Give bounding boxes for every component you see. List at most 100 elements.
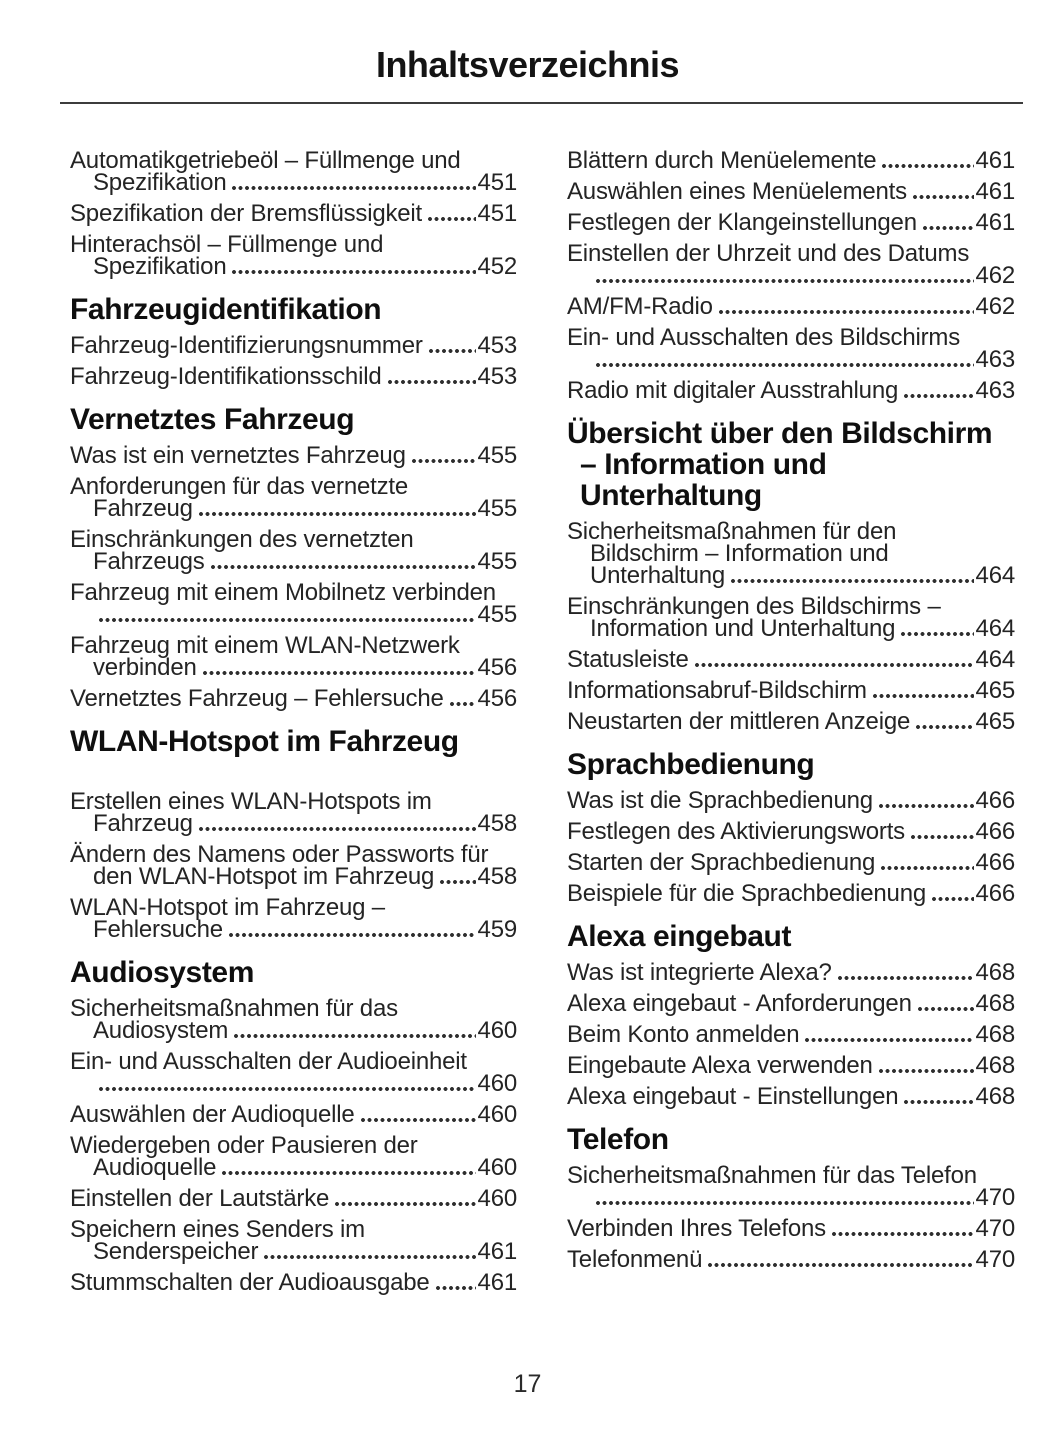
toc-entry-last-line: Radio mit digitaler Ausstrahlung 463 xyxy=(567,377,1016,404)
toc-entry-last-line: Einstellen der Lautstärke 460 xyxy=(70,1185,518,1212)
dot-leader xyxy=(386,379,476,385)
toc-entry-last-line: Spezifikation 452 xyxy=(70,255,517,279)
toc-entry-last-line: 463 xyxy=(567,348,1015,372)
entry-page-number: 463 xyxy=(975,377,1016,404)
entry-page-number: 453 xyxy=(477,332,518,359)
toc-entry-last-line: Festlegen der Klangeinstellungen 461 xyxy=(567,209,1016,236)
toc-entry-last-line: Unterhaltung 464 xyxy=(567,564,1015,588)
toc-entry-last-line: Festlegen des Aktivierungsworts 466 xyxy=(567,820,1015,844)
dot-leader xyxy=(263,1254,476,1260)
toc-entry-last-line: Spezifikation der Bremsflüssigkeit 451 xyxy=(70,202,517,226)
toc-entry-label: Statusleiste xyxy=(567,646,689,673)
section-heading: Fahrzeugidentifikation xyxy=(70,294,517,325)
toc-entry-label: Stummschalten der Audioausgabe xyxy=(70,1269,430,1296)
toc-entry-last-line: Beispiele für die Sprachbedienung 466 xyxy=(567,882,1015,906)
toc-entry-last-line: Fahrzeug 455 xyxy=(70,497,517,521)
dot-leader xyxy=(98,1086,476,1092)
toc-entry-line: Automatikgetriebeöl – Füllmenge und xyxy=(70,147,461,174)
toc-entry: Auswählen der Audioquelle 460 xyxy=(70,1101,518,1128)
toc-entry-label: Auswählen der Audioquelle xyxy=(70,1101,355,1128)
toc-entry: Neustarten der mittleren Anzeige 465 xyxy=(567,710,1015,734)
toc-entry: Automatikgetriebeöl – Füllmenge und Spezi… xyxy=(70,147,517,196)
entry-page-number: 464 xyxy=(975,615,1016,642)
toc-entry-label: Fahrzeug-Identifikationsschild xyxy=(70,363,382,390)
toc-column-left: Automatikgetriebeöl – Füllmenge und Spezi… xyxy=(70,147,518,1303)
toc-entry: Stummschalten der Audioausgabe 461 xyxy=(70,1269,517,1296)
section-heading-line: – Information und xyxy=(580,448,827,481)
toc-entry: Einstellen der Lautstärke 460 xyxy=(70,1185,518,1212)
entry-page-number: 470 xyxy=(975,1184,1016,1211)
entry-page-number: 458 xyxy=(477,810,518,837)
entry-page-number: 460 xyxy=(477,1070,518,1097)
dot-leader xyxy=(221,1170,476,1176)
toc-entry-last-line: Was ist integrierte Alexa? 468 xyxy=(567,959,1016,986)
section-heading-line: Sprachbedienung xyxy=(567,748,815,781)
entry-page-number: 468 xyxy=(975,959,1016,986)
section-heading-line: Fahrzeugidentifikation xyxy=(70,293,382,326)
toc-entry: Starten der Sprachbedienung 466 xyxy=(567,851,1015,875)
entry-page-number: 460 xyxy=(477,1185,518,1212)
toc-entry-line: Ein- und Ausschalten der Audioeinheit xyxy=(70,1048,467,1075)
toc-entry-line: Einstellen der Uhrzeit und des Datums xyxy=(567,240,970,267)
section-heading-line: Übersicht über den Bildschirm xyxy=(567,417,993,450)
toc-entry-label: Telefonmenü xyxy=(567,1246,703,1273)
dot-leader xyxy=(98,617,476,623)
toc-entry-label: Verbinden Ihres Telefons xyxy=(567,1215,826,1242)
toc-entry-label: Vernetztes Fahrzeug – Fehlersuche xyxy=(70,685,444,712)
toc-entry: Vernetztes Fahrzeug – Fehlersuche 456 xyxy=(70,685,517,712)
toc-entry-last-line: Spezifikation 451 xyxy=(70,169,517,196)
toc-entry: Fahrzeug-Identifizierungsnummer 453 xyxy=(70,332,518,359)
toc-entry: Sicherheitsmaßnahmen für das Audiosystem 4… xyxy=(70,997,517,1043)
toc-entry: Blättern durch Menüelemente 461 xyxy=(567,147,1016,174)
dot-leader xyxy=(916,1006,974,1012)
page-title: Inhaltsverzeichnis xyxy=(375,44,680,85)
toc-section: Sprachbedienung Was ist die Sprachbedienu… xyxy=(567,748,1015,906)
dot-leader xyxy=(227,932,476,938)
dot-leader xyxy=(921,225,974,231)
toc-entry-line: Einschränkungen des vernetzten xyxy=(70,526,414,553)
toc-entry-label: Spezifikation xyxy=(93,169,227,196)
entry-page-number: 458 xyxy=(477,863,518,890)
dot-leader xyxy=(448,701,476,707)
entry-page-number: 461 xyxy=(975,209,1016,236)
toc-entry-label: Fehlersuche xyxy=(93,916,223,943)
toc-entry: Was ist integrierte Alexa? 468 xyxy=(567,959,1016,986)
dot-leader xyxy=(427,348,476,354)
page-number: 17 xyxy=(513,1370,542,1398)
toc-entry-label: AM/FM-Radio xyxy=(567,293,713,320)
section-heading-line: Alexa eingebaut xyxy=(567,920,792,953)
toc-section: Vernetztes Fahrzeug Was ist ein vernetzte… xyxy=(70,404,518,712)
toc-entry-last-line: Auswählen eines Menüelements 461 xyxy=(567,180,1015,204)
toc-entry-line: Ändern des Namens oder Passworts für xyxy=(70,841,489,868)
dot-leader xyxy=(877,1068,974,1074)
toc-section: Audiosystem Sicherheitsmaßnahmen für das A… xyxy=(70,957,518,1296)
toc-columns: Automatikgetriebeöl – Füllmenge und Spezi… xyxy=(70,147,1055,1303)
toc-entry: Ein- und Ausschalten der Audioeinheit 460 xyxy=(70,1048,518,1097)
toc-entry-last-line: 455 xyxy=(70,603,517,627)
toc-entry: Alexa eingebaut - Einstellungen 468 xyxy=(567,1083,1016,1110)
toc-entry: Einstellen der Uhrzeit und des Datums 462 xyxy=(567,240,1015,288)
toc-entry-last-line: Verbinden Ihres Telefons 470 xyxy=(567,1215,1015,1242)
entry-page-number: 460 xyxy=(477,1101,518,1128)
toc-entry-last-line: Fahrzeug-Identifikationsschild 453 xyxy=(70,363,518,390)
dot-leader xyxy=(915,724,974,730)
toc-entry-line: Erstellen eines WLAN-Hotspots im xyxy=(70,788,432,815)
toc-entry: Ändern des Namens oder Passworts für den … xyxy=(70,841,518,890)
toc-section: WLAN-Hotspot im Fahrzeug Erstellen eines … xyxy=(70,725,518,943)
dot-leader xyxy=(830,1231,974,1237)
toc-entry: Eingebaute Alexa verwenden 468 xyxy=(567,1052,1015,1079)
toc-entry-label: Eingebaute Alexa verwenden xyxy=(567,1052,873,1079)
entry-page-number: 461 xyxy=(477,1238,518,1265)
entry-page-number: 455 xyxy=(477,548,518,575)
dot-leader xyxy=(231,185,476,191)
toc-entry-label: Einstellen der Lautstärke xyxy=(70,1185,330,1212)
toc-entry-line: Bildschirm – Information und xyxy=(590,540,889,567)
entry-page-number: 461 xyxy=(975,147,1016,174)
section-heading-line: WLAN-Hotspot im Fahrzeug xyxy=(70,725,459,758)
entry-page-number: 453 xyxy=(477,363,518,390)
toc-entry-last-line: Statusleiste 464 xyxy=(567,646,1015,673)
entry-page-number: 468 xyxy=(975,1083,1016,1110)
toc-entry-label: Blättern durch Menüelemente xyxy=(567,147,877,174)
title-divider xyxy=(60,102,1023,104)
toc-section: Übersicht über den Bildschirm – Informati… xyxy=(567,417,1016,734)
